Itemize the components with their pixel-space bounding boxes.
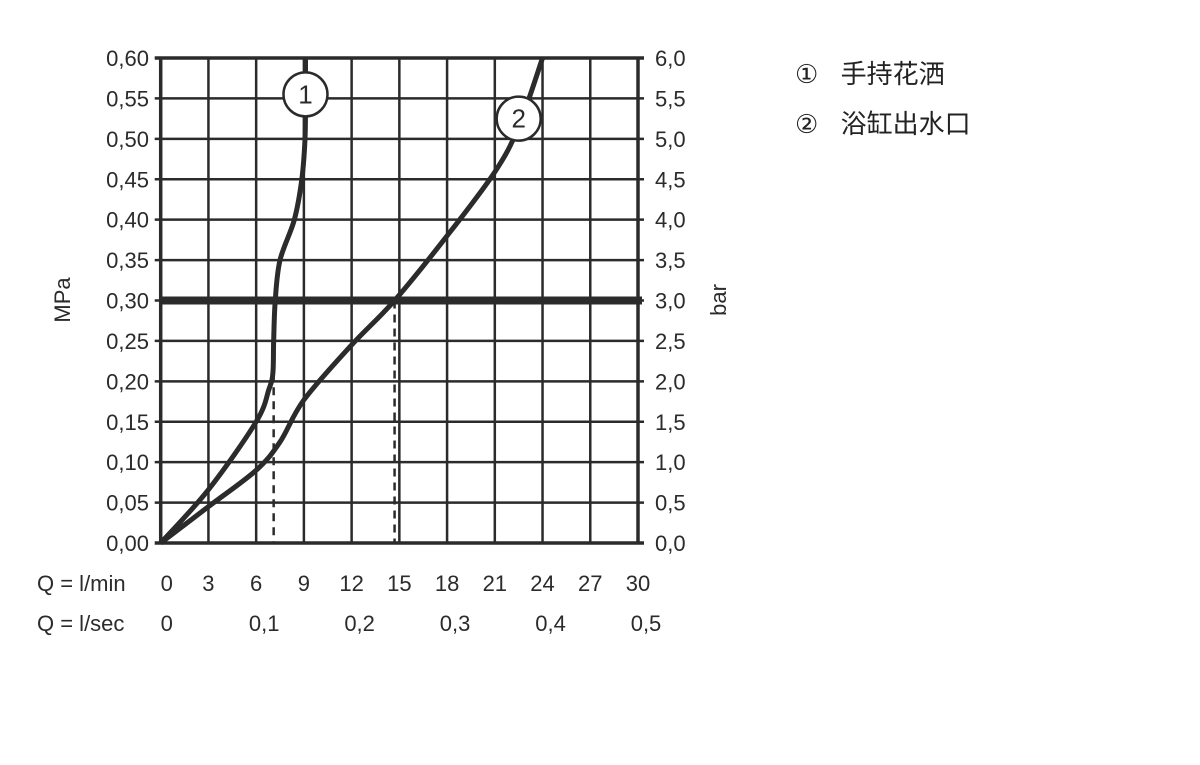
y-tick-label-right: 5,5 <box>655 86 686 111</box>
y-tick-label-right: 2,5 <box>655 329 686 354</box>
series-label-circle <box>495 95 542 142</box>
series-label-text: 2 <box>511 104 525 134</box>
series-label-2: 2 <box>495 95 542 142</box>
y-tick-label-right: 3,0 <box>655 289 686 314</box>
y-tick-label-left: 0,20 <box>106 369 149 394</box>
series-line-2 <box>159 57 545 545</box>
x-tick-label-lmin: 0 <box>161 571 173 596</box>
x-tick-label-lmin: 15 <box>387 571 411 596</box>
y-tick-label-right: 3,5 <box>655 248 686 273</box>
y-tick-label-right: 6,0 <box>655 46 686 71</box>
x-tick-label-lsec: 0 <box>161 611 173 636</box>
y-tick-label-right: 4,5 <box>655 167 686 192</box>
y-tick-label-left: 0,55 <box>106 86 149 111</box>
x-tick-label-lsec: 0,2 <box>344 611 375 636</box>
x-tick-label-lmin: 27 <box>578 571 602 596</box>
legend-label: 手持花洒 <box>840 60 945 90</box>
y-tick-label-left: 0,15 <box>106 410 149 435</box>
x-tick-label-lsec: 0,1 <box>249 611 280 636</box>
legend-marker: ② <box>795 110 819 140</box>
y-tick-label-left: 0,45 <box>106 167 149 192</box>
y-tick-label-left: 0,05 <box>106 491 149 516</box>
y-axis-label-left: MPa <box>50 277 75 323</box>
x-tick-label-lmin: 12 <box>339 571 363 596</box>
x-tick-label-lmin: 18 <box>435 571 459 596</box>
y-tick-label-right: 2,0 <box>655 369 686 394</box>
legend-marker: ① <box>795 60 819 90</box>
tick-labels: 0,00 0,00,05 0,50,10 1,00,15 1,50,20 2,00,25 2… <box>106 46 685 636</box>
x-tick-label-lmin: 9 <box>298 571 310 596</box>
y-tick-label-left: 0,40 <box>106 208 149 233</box>
x-tick-label-lsec: 0,5 <box>631 611 662 636</box>
series-label-1: 1 <box>282 71 329 118</box>
x-tick-label-lmin: 24 <box>530 571 554 596</box>
y-tick-label-left: 0,25 <box>106 329 149 354</box>
x-row-label-lmin: Q = l/min <box>37 571 126 596</box>
y-tick-label-left: 0,30 <box>106 289 149 314</box>
series-label-circle <box>282 71 329 118</box>
y-tick-label-right: 1,0 <box>655 450 686 475</box>
y-tick-label-right: 0,5 <box>655 491 686 516</box>
y-tick-label-left: 0,35 <box>106 248 149 273</box>
marks: 12 <box>158 57 642 545</box>
series-line-1 <box>158 57 309 545</box>
y-tick-label-left: 0,10 <box>106 450 149 475</box>
y-tick-label-left: 0,60 <box>106 46 149 71</box>
y-tick-label-right: 5,0 <box>655 127 686 152</box>
x-tick-label-lmin: 6 <box>250 571 262 596</box>
x-tick-label-lmin: 3 <box>202 571 214 596</box>
y-tick-label-right: 1,5 <box>655 410 686 435</box>
y-tick-label-right: 4,0 <box>655 208 686 233</box>
y-tick-label-left: 0,50 <box>106 127 149 152</box>
y-axis-label-right: bar <box>706 284 731 316</box>
legend-item-1: ① 手持花洒 <box>795 54 945 91</box>
legend-item-2: ② 浴缸出水口 <box>795 104 971 141</box>
x-row-label-lsec: Q = l/sec <box>37 611 124 636</box>
y-tick-label-left: 0,00 <box>106 531 149 556</box>
x-tick-label-lsec: 0,3 <box>440 611 471 636</box>
x-tick-label-lsec: 0,4 <box>535 611 566 636</box>
y-tick-label-right: 0,0 <box>655 531 686 556</box>
legend-label: 浴缸出水口 <box>840 110 971 140</box>
x-tick-label-lmin: 30 <box>626 571 650 596</box>
series-label-text: 1 <box>298 79 312 109</box>
x-tick-label-lmin: 21 <box>483 571 507 596</box>
